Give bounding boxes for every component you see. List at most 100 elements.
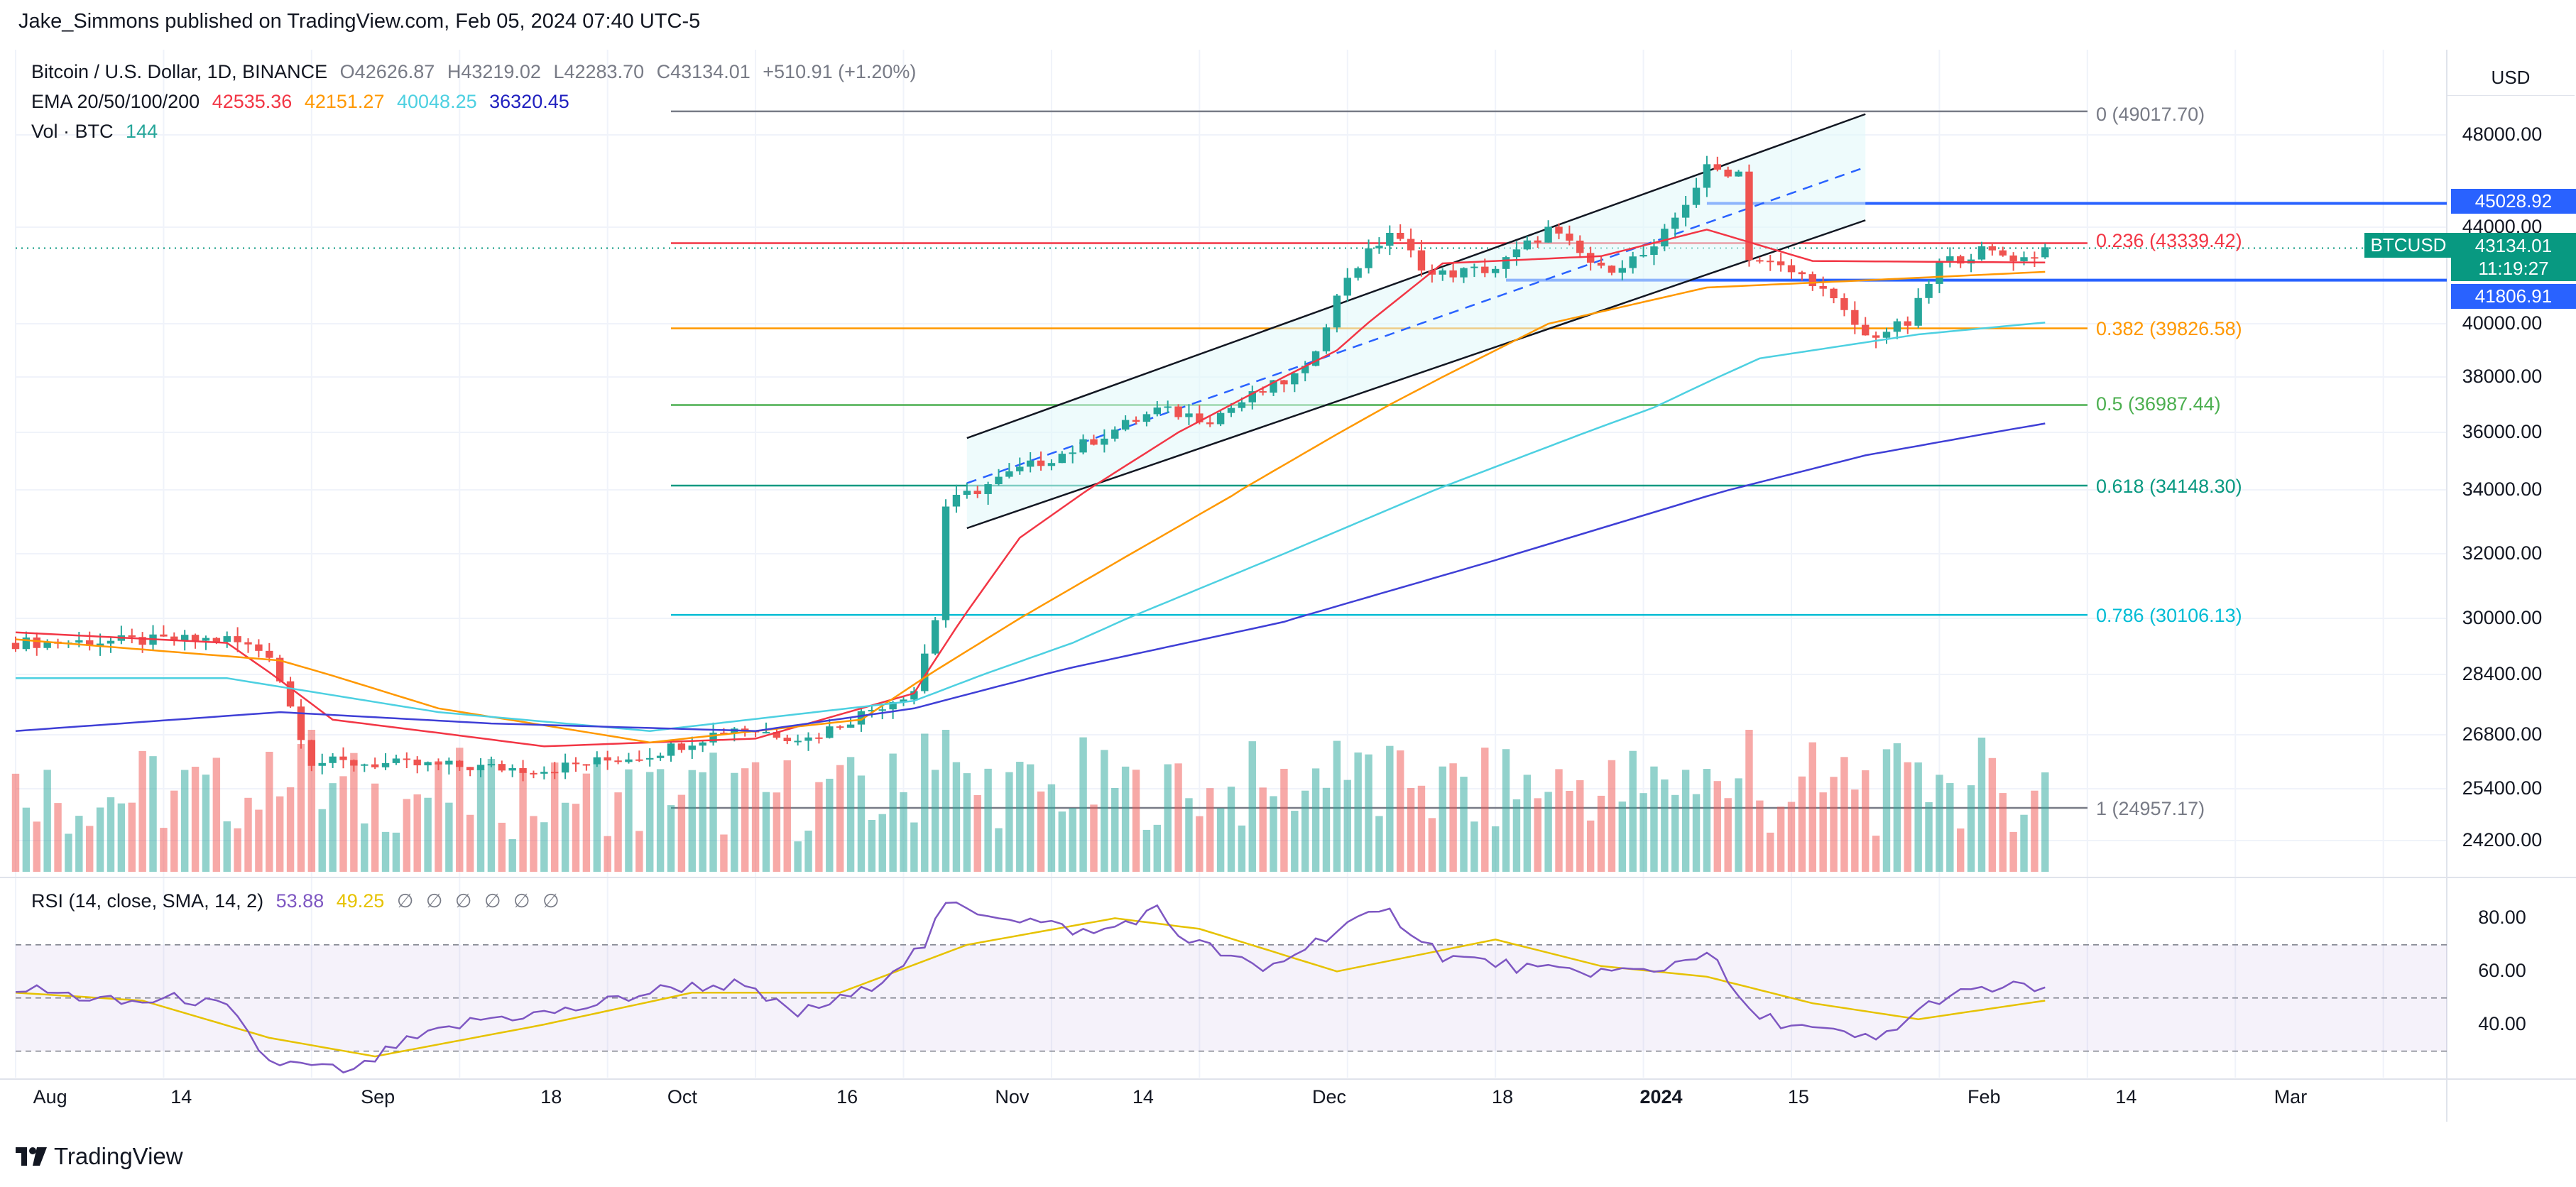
candle-body bbox=[942, 506, 950, 620]
volume-bar bbox=[1132, 770, 1140, 872]
volume-bar bbox=[33, 821, 40, 872]
candle-body bbox=[1142, 414, 1151, 422]
candle-body bbox=[2041, 247, 2049, 258]
time-tick: Feb bbox=[1967, 1086, 2001, 1107]
volume-bar bbox=[677, 794, 686, 872]
volume-bar bbox=[466, 814, 474, 872]
volume-bar bbox=[2020, 814, 2028, 872]
rsi-empty-2: ∅ bbox=[454, 890, 472, 912]
volume-bar bbox=[952, 762, 961, 872]
candle-body bbox=[1882, 332, 1891, 338]
volume-bar bbox=[180, 770, 189, 872]
candle-body bbox=[762, 732, 770, 734]
candle-body bbox=[593, 757, 601, 765]
candle-body bbox=[868, 710, 876, 712]
volume-bar bbox=[1512, 799, 1521, 872]
ema-label[interactable]: EMA 20/50/100/200 bbox=[31, 91, 200, 112]
candle-body bbox=[1132, 420, 1140, 422]
price-tick: 26800.00 bbox=[2462, 723, 2543, 745]
candle-body bbox=[846, 724, 855, 728]
volume-label[interactable]: Vol · BTC bbox=[31, 121, 114, 142]
candle-body bbox=[2009, 255, 2017, 261]
candle-body bbox=[688, 745, 696, 750]
volume-bar bbox=[1999, 793, 2007, 872]
symbol-name[interactable]: Bitcoin / U.S. Dollar, 1D, BINANCE bbox=[31, 61, 328, 82]
tradingview-logo[interactable]: TradingView bbox=[16, 1143, 183, 1170]
volume-bar bbox=[117, 803, 126, 872]
volume-bar bbox=[1767, 832, 1774, 872]
price-tick: 24200.00 bbox=[2462, 829, 2543, 850]
candle-body bbox=[1999, 250, 2007, 256]
candle-body bbox=[699, 742, 706, 746]
fib-label-1: 1 (24957.17) bbox=[2096, 798, 2205, 819]
volume-bar bbox=[1671, 794, 1679, 872]
volume-bar bbox=[741, 768, 749, 872]
ema-legend: EMA 20/50/100/200 42535.36 42151.27 4004… bbox=[31, 91, 577, 113]
volume-bar bbox=[487, 759, 496, 872]
brand-name: TradingView bbox=[54, 1143, 183, 1169]
rsi-empty-1: ∅ bbox=[425, 890, 443, 912]
volume-bar bbox=[22, 807, 31, 872]
volume-bar bbox=[1481, 748, 1489, 872]
volume-bar bbox=[1956, 828, 1965, 872]
rsi-empty-5: ∅ bbox=[542, 890, 560, 912]
rsi-sma-line bbox=[15, 917, 2046, 1058]
candle-body bbox=[1597, 262, 1605, 266]
candle-body bbox=[1037, 460, 1045, 466]
candle-body bbox=[1343, 278, 1351, 296]
volume-bar bbox=[191, 767, 200, 872]
candle-body bbox=[244, 642, 252, 645]
volume-bar bbox=[942, 730, 950, 872]
rsi-label[interactable]: RSI (14, close, SMA, 14, 2) bbox=[31, 890, 264, 912]
currency-selector[interactable]: USD bbox=[2447, 60, 2575, 96]
candle-body bbox=[1491, 268, 1500, 273]
candle-body bbox=[1259, 391, 1267, 393]
ema-line-3 bbox=[15, 422, 2046, 732]
price-tick: 40000.00 bbox=[2462, 312, 2543, 334]
volume-bar bbox=[1343, 780, 1351, 872]
time-tick: Sep bbox=[361, 1086, 395, 1107]
candle-body bbox=[361, 764, 369, 766]
fib-label-0786: 0.786 (30106.13) bbox=[2096, 605, 2242, 626]
candle-body bbox=[1216, 412, 1225, 425]
volume-bar bbox=[1830, 777, 1838, 872]
candle-body bbox=[1005, 471, 1013, 477]
volume-bar bbox=[1502, 749, 1510, 872]
candle-body bbox=[234, 636, 241, 642]
candle-body bbox=[625, 759, 633, 762]
candle-body bbox=[1058, 454, 1066, 464]
volume-bar bbox=[286, 787, 295, 872]
volume-bar bbox=[783, 760, 791, 872]
rsi-tick: 60.00 bbox=[2478, 960, 2526, 982]
volume-bar bbox=[688, 770, 696, 872]
volume-bar bbox=[963, 773, 971, 872]
volume-value: 144 bbox=[126, 121, 158, 142]
volume-bar bbox=[900, 792, 907, 872]
volume-bar bbox=[1893, 743, 1901, 872]
rsi-tick: 40.00 bbox=[2478, 1013, 2526, 1035]
candle-body bbox=[720, 733, 728, 735]
candle-body bbox=[709, 733, 717, 743]
volume-bar bbox=[476, 769, 485, 872]
candle-body bbox=[910, 691, 918, 700]
volume-bar bbox=[75, 816, 83, 872]
volume-bar bbox=[519, 772, 527, 872]
volume-bar bbox=[2009, 831, 2017, 872]
candle-body bbox=[646, 757, 654, 760]
candle-body bbox=[1121, 420, 1130, 430]
time-tick: 18 bbox=[1492, 1086, 1514, 1107]
candle-body bbox=[43, 641, 51, 648]
candle-body bbox=[339, 756, 347, 760]
candle-body bbox=[1946, 256, 1954, 261]
volume-bar bbox=[413, 794, 421, 872]
candle-body bbox=[255, 644, 263, 651]
volume-bar bbox=[1111, 787, 1119, 872]
time-tick: Dec bbox=[1311, 1086, 1346, 1107]
volume-bar bbox=[1586, 820, 1595, 872]
volume-bar bbox=[794, 841, 802, 872]
volume-bar bbox=[1576, 780, 1584, 872]
candle-body bbox=[1439, 270, 1446, 275]
candle-body bbox=[1830, 288, 1838, 299]
volume-bar bbox=[1777, 806, 1785, 872]
